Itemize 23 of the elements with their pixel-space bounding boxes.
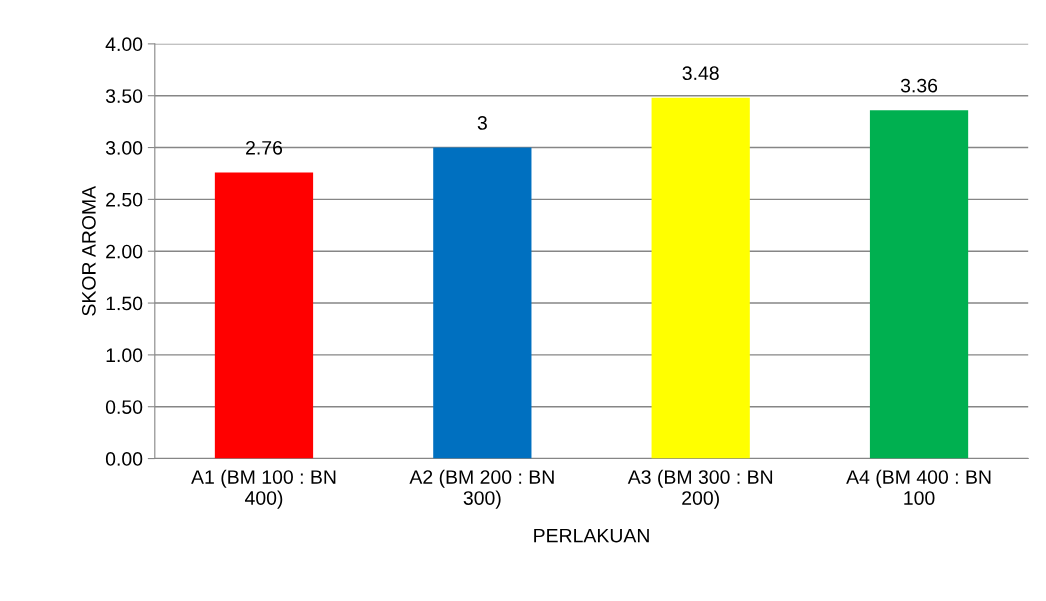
data-label: 2.76 <box>246 140 283 155</box>
data-label: 3 <box>477 116 487 130</box>
bar <box>869 110 969 459</box>
y-tick-label: 2.00 <box>106 244 143 259</box>
y-tick-label: 2.50 <box>106 192 143 207</box>
y-tick-label: 0.00 <box>105 452 143 466</box>
y-tick-label: 3.00 <box>105 141 143 155</box>
y-tick-label: 3.50 <box>105 89 143 103</box>
x-tick-label: A2 (BM 200 : BN 300) <box>409 469 554 509</box>
x-axis-title: PERLAKUAN <box>534 528 649 543</box>
y-tick-label: 4.00 <box>105 37 143 52</box>
x-tick-label: A3 (BM 300 : BN 200) <box>627 469 773 509</box>
bar <box>651 97 750 459</box>
y-tick-label: 1.00 <box>106 348 143 363</box>
data-label: 3.48 <box>682 66 719 81</box>
y-tick-label: 1.50 <box>106 296 143 311</box>
data-label: 3.36 <box>900 78 938 93</box>
bar <box>433 147 532 459</box>
x-tick-label: A4 (BM 400 : BN 100 <box>846 469 991 505</box>
bar <box>214 172 314 459</box>
y-tick-label: 0.50 <box>105 400 143 414</box>
y-axis-title: SKOR AROMA <box>81 185 96 316</box>
x-tick-label: A1 (BM 100 : BN 400) <box>191 469 336 509</box>
